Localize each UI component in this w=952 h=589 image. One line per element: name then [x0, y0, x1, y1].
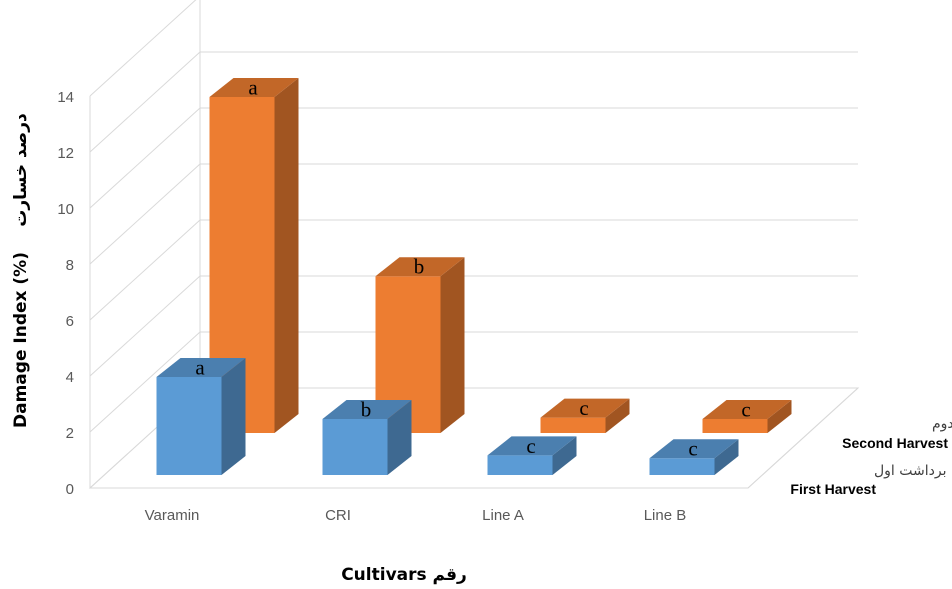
gridline-side [89, 163, 201, 265]
y-tick-label: 6 [66, 313, 74, 330]
x-category-label: Line B [644, 507, 687, 524]
x-axis-categories: Varamin CRI Line A Line B [145, 507, 687, 524]
bar-front-face [156, 377, 222, 475]
bar-front-face [209, 97, 275, 433]
bar-side-face [387, 400, 412, 475]
significance-letter: a [248, 76, 258, 100]
series-label: Second Harvest [842, 435, 948, 451]
y-axis-ticks: 0 2 4 6 8 10 12 14 [57, 89, 74, 498]
y-axis-label: Damage Index (%) [11, 252, 31, 428]
bar-top-face [156, 358, 246, 377]
bar-second-harvest-line-a: c [540, 396, 630, 433]
series-label-fa: برداشت اول [874, 463, 947, 479]
bar-top-face [540, 398, 630, 418]
bar-side-face [767, 400, 792, 433]
bar-first-harvest-varamin: a [156, 356, 246, 475]
bar-front-face [487, 455, 553, 475]
bar-first-harvest-line-a: c [487, 434, 577, 475]
bar-top-face [322, 400, 412, 419]
gridline-side [89, 0, 197, 97]
series-label-fa: برداشت دوم [932, 416, 952, 432]
bar-second-harvest-varamin: a [209, 76, 299, 433]
significance-letter: b [414, 255, 425, 279]
bar-side-face [440, 257, 465, 433]
bar-side-face [274, 78, 299, 433]
significance-letter: c [526, 434, 535, 458]
bar-top-face [487, 436, 577, 456]
y-tick-label: 10 [57, 201, 74, 218]
series-label: First Harvest [790, 481, 876, 497]
bar-front-face [649, 458, 715, 475]
gridline-side [89, 275, 201, 377]
bar-side-face [714, 439, 739, 475]
gridline-side [89, 107, 201, 209]
x-axis-label: Cultivars رقم [341, 565, 467, 585]
x-category-label: CRI [325, 507, 351, 524]
gridline-side [89, 219, 201, 321]
bar-second-harvest-line-b: c [702, 398, 792, 433]
y-tick-label: 8 [66, 257, 74, 274]
depth-axis-labels: برداشت اول First Harvest برداشت دوم Second … [790, 416, 952, 497]
gridline-side [89, 51, 201, 153]
bar-first-harvest-cri: b [322, 398, 412, 475]
bar-side-face [552, 436, 577, 475]
y-tick-label: 2 [66, 425, 74, 442]
bar-top-face [209, 78, 299, 97]
significance-letter: c [579, 396, 588, 420]
chart-bars: a b c c a b c c [156, 76, 792, 475]
bar-second-harvest-cri: b [375, 255, 465, 433]
bar-front-face [322, 419, 388, 475]
bar-first-harvest-line-b: c [649, 437, 739, 475]
bar-front-face [540, 417, 606, 433]
y-axis-label-fa: درصد خسارت [11, 113, 31, 227]
bar-top-face [375, 257, 465, 277]
significance-letter: a [195, 356, 205, 380]
chart-walls [88, 0, 860, 489]
bar-top-face [649, 439, 739, 459]
significance-letter: c [688, 437, 697, 461]
significance-letter: c [741, 398, 750, 422]
bar-top-face [702, 400, 792, 419]
bar-front-face [375, 276, 441, 433]
y-tick-label: 4 [66, 369, 74, 386]
bar-front-face [702, 419, 768, 433]
bar-side-face [605, 398, 630, 433]
x-category-label: Line A [482, 507, 524, 524]
bar-side-face [221, 358, 246, 475]
gridline-side [89, 331, 201, 433]
x-category-label: Varamin [145, 507, 200, 524]
y-tick-label: 12 [57, 145, 74, 162]
y-tick-label: 14 [57, 89, 74, 106]
y-tick-label: 0 [66, 481, 74, 498]
significance-letter: b [361, 398, 372, 422]
depth-axis-line [747, 387, 859, 489]
